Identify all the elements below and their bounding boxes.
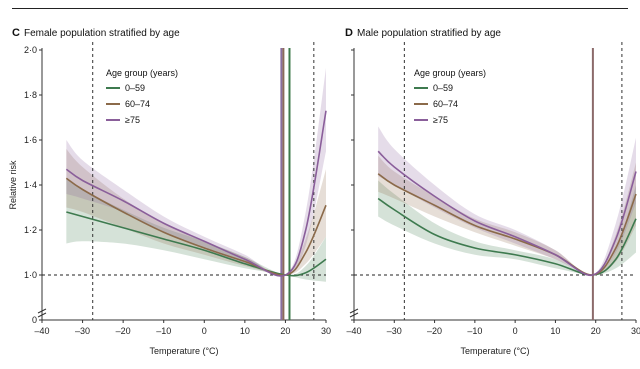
legend-title-d: Age group (years) [414, 68, 486, 78]
y-axis-label-c: Relative risk [8, 160, 18, 210]
series-line-c-1 [65, 177, 327, 276]
series-line-d-2 [377, 150, 637, 276]
legend-label-d-0: 0–59 [433, 83, 453, 93]
y-tick-label-c: 0 [32, 315, 37, 325]
axis-break-d [349, 312, 359, 318]
legend-title-c: Age group (years) [106, 68, 178, 78]
x-tick-label-d: –20 [427, 326, 442, 336]
panel-title-d: Male population stratified by age [357, 28, 501, 39]
axis-break-d [349, 308, 359, 314]
series-line-c-0 [66, 211, 327, 277]
plot-area-c: 0 1·0 1·2 1·4 1·6 1·8 2·0 –40 –30 –20 –10 0 10 20 30 Te… [8, 42, 331, 356]
x-tick-label-c: 30 [321, 326, 331, 336]
series-line-d-0 [377, 197, 637, 276]
x-tick-label-c: –30 [75, 326, 90, 336]
legend-label-c-0: 0–59 [125, 83, 145, 93]
x-tick-label-d: 20 [591, 326, 601, 336]
confidence-band-d-1 [378, 155, 636, 276]
legend-label-c-1: 60–74 [125, 99, 150, 109]
y-tick-label-c: 1·2 [24, 225, 37, 235]
panel-title-c: Female population stratified by age [24, 28, 180, 39]
y-tick-label-c: 1·4 [24, 180, 37, 190]
legend-label-c-2: ≥75 [125, 115, 140, 125]
x-tick-label-c: 20 [280, 326, 290, 336]
confidence-band-d-2 [378, 126, 636, 276]
series-line-c-2 [65, 110, 327, 277]
x-tick-label-c: –10 [156, 326, 171, 336]
series-line-d-1 [377, 173, 637, 276]
plot-area-d: –40 –30 –20 –10 0 10 20 30 Temperature (°C) Age g… [346, 42, 640, 356]
x-axis-label-c: Temperature (°C) [149, 346, 218, 356]
x-tick-label-d: –30 [387, 326, 402, 336]
x-axis-label-d: Temperature (°C) [460, 346, 529, 356]
x-tick-label-c: –40 [34, 326, 49, 336]
panel-letter-c: C [12, 27, 20, 39]
confidence-band-c-0 [66, 178, 326, 282]
axis-break-c [37, 308, 47, 314]
confidence-band-c-2 [66, 68, 326, 277]
x-tick-label-d: –10 [467, 326, 482, 336]
x-tick-label-d: 10 [550, 326, 560, 336]
y-tick-label-c: 1·0 [24, 270, 37, 280]
x-tick-label-c: 0 [202, 326, 207, 336]
x-tick-label-d: 30 [631, 326, 640, 336]
y-tick-label-c: 1·8 [24, 90, 37, 100]
x-tick-label-d: 0 [513, 326, 518, 336]
axis-break-c [37, 312, 47, 318]
y-tick-label-c: 2·0 [24, 45, 37, 55]
x-tick-label-d: –40 [346, 326, 361, 336]
y-tick-label-c: 1·6 [24, 135, 37, 145]
x-tick-label-c: 10 [240, 326, 250, 336]
top-divider [12, 8, 628, 9]
legend-label-d-2: ≥75 [433, 115, 448, 125]
panel-letter-d: D [345, 27, 353, 39]
x-tick-label-c: –20 [116, 326, 131, 336]
legend-label-d-1: 60–74 [433, 99, 458, 109]
